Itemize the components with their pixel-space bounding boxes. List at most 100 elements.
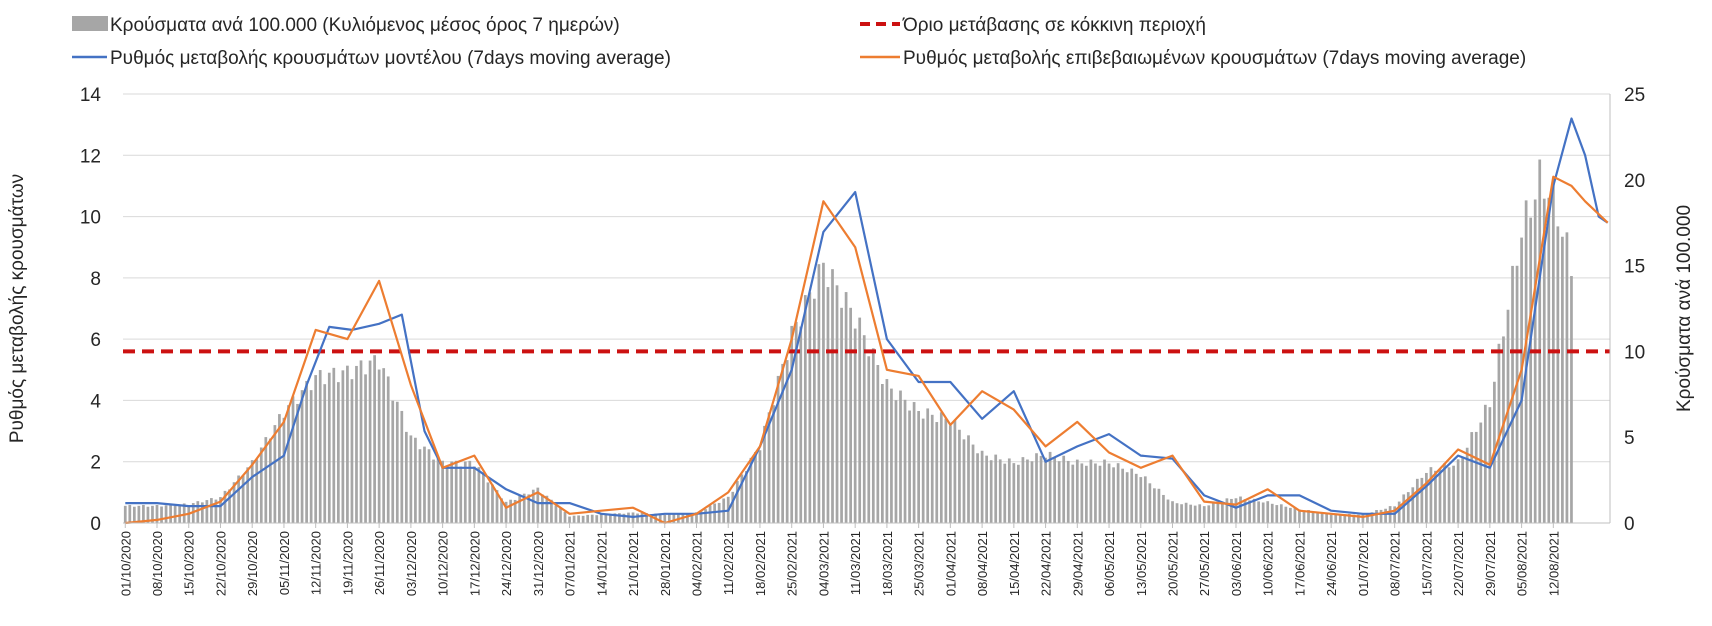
x-ticks: 01/10/2020 08/10/2020 15/10/2020 22/10/2020… (118, 523, 1561, 596)
bar (246, 467, 250, 523)
bar (1406, 492, 1410, 523)
bar (513, 499, 517, 523)
bar (699, 510, 703, 523)
bar (1234, 498, 1238, 523)
bar (1307, 510, 1310, 523)
bar (486, 482, 490, 523)
bar (409, 435, 413, 523)
x-tick-label: 15/04/2021 (1007, 531, 1022, 596)
bar (817, 264, 821, 523)
bar (273, 425, 277, 523)
bar (327, 372, 331, 523)
bar (155, 504, 159, 523)
bar (1175, 503, 1179, 523)
bar (205, 500, 209, 523)
y-left-tick-label: 14 (80, 85, 102, 106)
bar (1565, 232, 1569, 524)
bar (459, 466, 463, 523)
bar (1166, 499, 1170, 523)
bar (441, 460, 444, 523)
bar (522, 493, 526, 523)
bar (749, 457, 753, 523)
bar (178, 504, 182, 523)
x-tick-label: 08/07/2021 (1388, 531, 1403, 596)
bar (713, 503, 716, 523)
x-tick-label: 18/03/2021 (880, 531, 895, 596)
bar (912, 402, 916, 523)
bar (998, 459, 1002, 523)
bar (323, 384, 327, 523)
bar (649, 514, 653, 523)
bar (287, 405, 290, 523)
bar (237, 475, 240, 523)
x-tick-label: 11/03/2021 (848, 531, 863, 595)
bar (1347, 513, 1351, 523)
bar (1257, 501, 1261, 523)
bar (885, 379, 889, 523)
bar (477, 467, 481, 523)
bar (1352, 514, 1356, 523)
x-tick-label: 06/05/2021 (1102, 531, 1117, 596)
bar (1225, 498, 1229, 523)
bar (976, 453, 979, 523)
bar (418, 449, 422, 523)
x-tick-label: 08/04/2021 (975, 531, 990, 596)
bar (876, 365, 880, 523)
bar (142, 504, 145, 523)
bar (1515, 265, 1519, 523)
bar (146, 506, 150, 523)
x-tick-label: 19/11/2020 (340, 531, 355, 595)
bar (572, 515, 576, 523)
x-tick-label: 26/11/2020 (372, 531, 387, 595)
bar (259, 447, 263, 523)
bar (1107, 463, 1111, 523)
bar (1153, 488, 1156, 523)
bar (1570, 276, 1573, 523)
bar (1261, 502, 1265, 523)
y-left-tick-label: 6 (90, 330, 101, 351)
bar (840, 307, 843, 523)
bar (1012, 463, 1016, 523)
bar (160, 506, 163, 523)
bar (1266, 501, 1270, 523)
bar (1370, 512, 1374, 523)
bar (1130, 468, 1134, 523)
bar (1057, 461, 1061, 523)
bar (989, 460, 993, 523)
bar (491, 484, 494, 523)
bar (903, 399, 907, 523)
bar (1211, 502, 1215, 523)
y-left-tick-label: 2 (90, 453, 101, 474)
bar (151, 505, 154, 523)
bar (500, 498, 503, 523)
bar (169, 504, 172, 523)
bar (1125, 472, 1129, 523)
bar (1053, 457, 1057, 523)
bar (255, 459, 259, 523)
bar (1071, 464, 1075, 523)
bar (1343, 514, 1347, 523)
bar (962, 439, 966, 523)
bar (1420, 477, 1424, 523)
bar (1538, 159, 1542, 523)
bar (890, 388, 893, 523)
x-tick-label: 12/08/2021 (1546, 531, 1561, 596)
bar (468, 460, 472, 523)
y-right-tick-label: 25 (1624, 85, 1645, 106)
bar (1529, 217, 1533, 523)
bar (745, 471, 748, 523)
bar (1198, 504, 1202, 523)
bar (268, 438, 272, 523)
bar (132, 506, 136, 523)
bar (731, 491, 735, 523)
legend-swatch-bar (72, 16, 108, 31)
bar (1048, 451, 1052, 523)
bar (373, 355, 376, 523)
bar (1221, 501, 1224, 523)
bar (1411, 487, 1415, 523)
x-tick-label: 14/01/2021 (594, 531, 609, 596)
bar (1243, 499, 1247, 523)
bar (554, 505, 558, 523)
bar (563, 511, 567, 523)
bar (881, 383, 884, 523)
